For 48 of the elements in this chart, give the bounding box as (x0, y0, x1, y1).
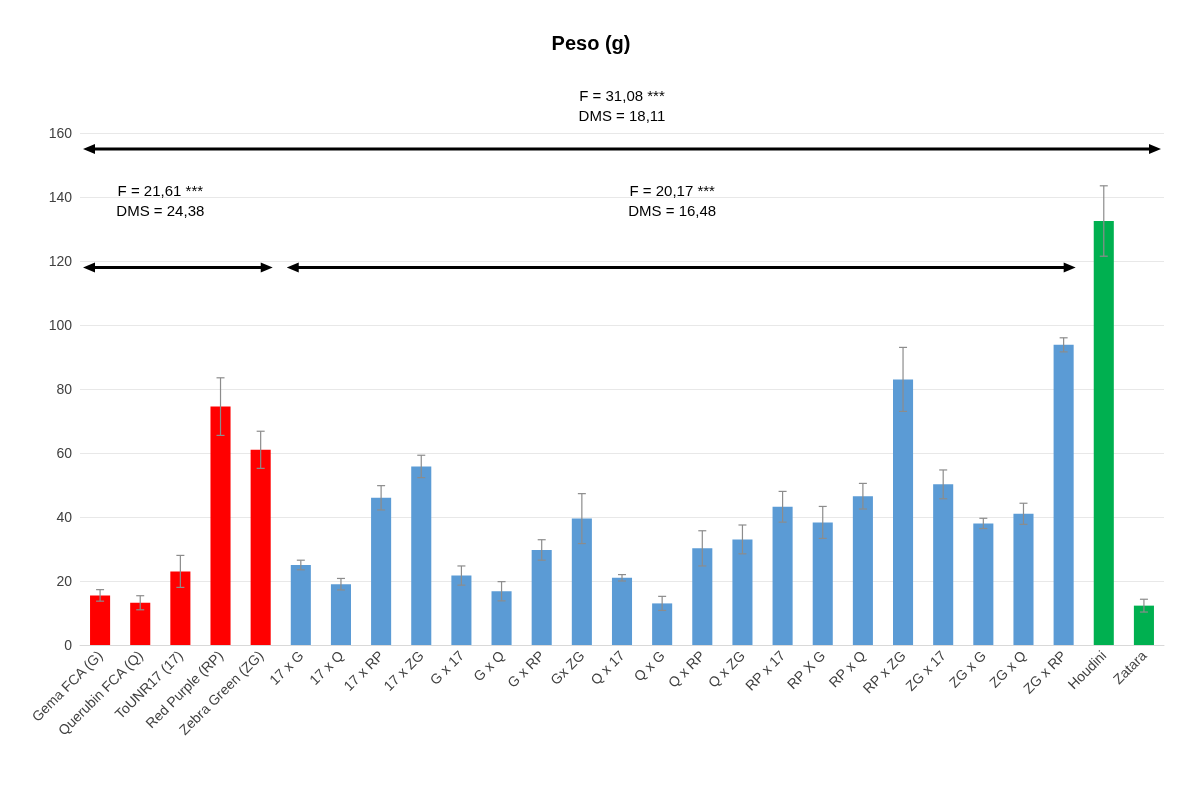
x-tick-label: Q x 17 (587, 647, 628, 688)
annotation: F = 21,61 *** DMS = 24,38 (116, 181, 205, 219)
bar (973, 523, 994, 645)
bar (1093, 221, 1114, 645)
y-tick-label: 160 (48, 125, 73, 141)
y-tick-label: 60 (56, 445, 73, 461)
bar (652, 603, 673, 645)
x-tick-label: G x Q (470, 647, 508, 685)
x-tick-label: ZG x G (945, 647, 989, 691)
chart-title: Peso (g) (551, 32, 631, 54)
y-tick-label: 100 (48, 317, 73, 333)
y-tick-label: 0 (64, 637, 73, 653)
x-tick-label: RP X G (783, 647, 829, 692)
y-tick-label: 20 (56, 573, 73, 589)
bar (250, 449, 271, 645)
bar (170, 571, 191, 645)
bar (772, 506, 793, 645)
bar (1013, 513, 1034, 645)
x-tick-label: 17 x ZG (380, 647, 427, 694)
bar (692, 548, 713, 645)
bar (451, 575, 472, 645)
x-tick-label: 17 x G (266, 647, 307, 688)
bar (1053, 344, 1074, 645)
bar (531, 549, 552, 645)
bar (210, 406, 231, 645)
bar (852, 496, 873, 645)
bar (330, 584, 351, 645)
bar (933, 484, 954, 645)
text: F = 31,08 *** DMS = 18,11 (578, 86, 666, 124)
bar (130, 602, 151, 645)
bar (1133, 605, 1154, 645)
bar (411, 466, 432, 645)
bar (90, 595, 111, 645)
bar (491, 591, 512, 645)
bar (371, 497, 392, 645)
y-tick-label: 140 (48, 189, 73, 205)
y-tick-label: 40 (56, 509, 73, 525)
x-tick-label: Gx ZG (547, 647, 588, 688)
y-tick-label: 80 (56, 381, 73, 397)
annotation: F = 20,17 *** DMS = 16,48 (628, 181, 717, 219)
bar (812, 522, 833, 645)
x-tick-label: G x 17 (426, 647, 468, 688)
y-tick-label: 120 (48, 253, 73, 269)
bar (893, 379, 914, 645)
bar (571, 518, 592, 645)
bar (290, 565, 311, 645)
bar (611, 577, 633, 645)
bar (732, 539, 753, 645)
